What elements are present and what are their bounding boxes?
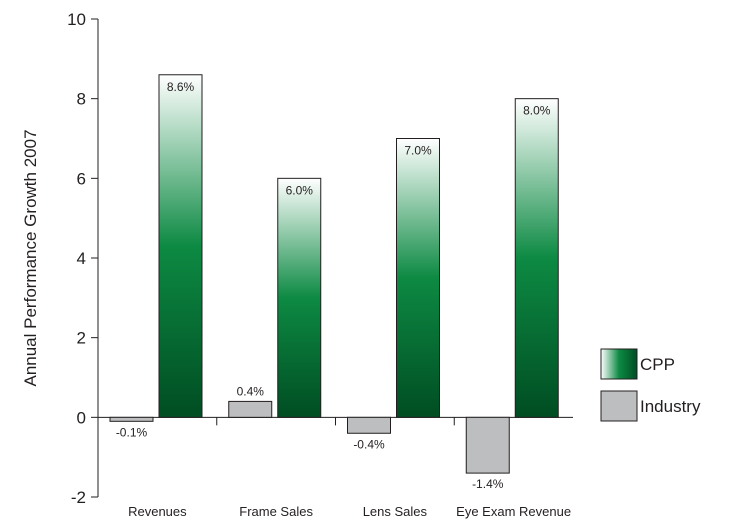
x-category-label: Frame Sales — [239, 504, 313, 519]
cpp-data-label: 8.6% — [167, 80, 195, 94]
cpp-data-label: 6.0% — [286, 183, 314, 197]
y-tick-label: 10 — [67, 10, 86, 29]
bars — [109, 74, 559, 474]
industry-data-label: 0.4% — [237, 384, 265, 398]
legend-swatch-cpp — [600, 348, 638, 380]
industry-data-label: -0.4% — [353, 437, 385, 451]
x-category-label: Lens Sales — [363, 504, 428, 519]
y-tick-label: -2 — [71, 488, 86, 507]
industry-data-label: -0.1% — [116, 425, 148, 439]
y-tick-label: 8 — [77, 90, 86, 109]
cpp-bar — [277, 177, 322, 418]
y-tick-label: 2 — [77, 329, 86, 348]
axes: -2 0 2 4 6 8 10 Revenues Frame Sales Lens Sales Ey… — [67, 10, 573, 519]
industry-bar — [109, 416, 154, 422]
y-axis-title: Annual Performance Growth 2007 — [21, 129, 40, 386]
cpp-bar — [158, 74, 203, 418]
industry-data-label: -1.4% — [472, 477, 504, 491]
legend-swatch-industry — [600, 390, 638, 422]
legend: CPP Industry — [600, 348, 701, 422]
y-tick-label: 4 — [77, 249, 86, 268]
legend-label-cpp: CPP — [640, 355, 675, 374]
cpp-data-label: 8.0% — [523, 104, 551, 118]
x-category-label: Eye Exam Revenue — [456, 504, 571, 519]
industry-bar — [347, 416, 391, 434]
x-category-label: Revenues — [128, 504, 187, 519]
data-labels: -0.1% 8.6% 0.4% 6.0% -0.4% 7.0% -1.4% 8.0% — [116, 80, 551, 491]
industry-bar — [228, 400, 273, 418]
legend-label-industry: Industry — [640, 397, 701, 416]
cpp-data-label: 7.0% — [404, 144, 432, 158]
cpp-bar — [396, 138, 440, 418]
industry-bar — [465, 416, 510, 474]
y-tick-label: 6 — [77, 169, 86, 188]
y-tick-label: 0 — [77, 408, 86, 427]
cpp-bar — [514, 98, 559, 418]
